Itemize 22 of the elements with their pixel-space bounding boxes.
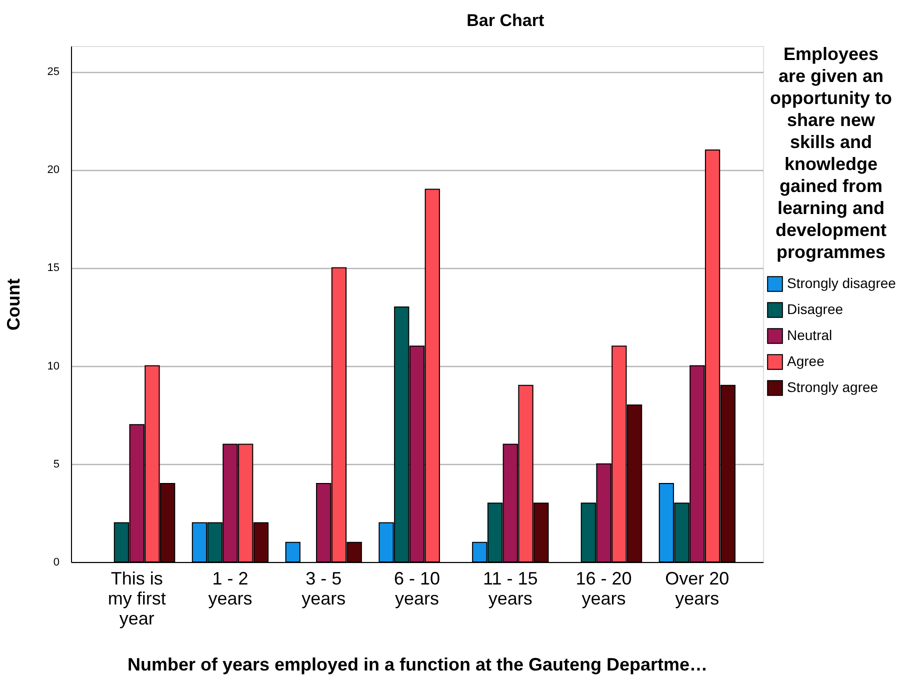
x-tick-label: 11 - 15 years xyxy=(483,568,538,608)
legend-label: Neutral xyxy=(787,327,832,343)
chart-title: Bar Chart xyxy=(466,11,544,30)
x-tick-label: 6 - 10 years xyxy=(394,568,440,608)
y-tick-label: 0 xyxy=(53,556,60,568)
text: Employees are given an opportunity to share new skills and knowledge gained from learning and development programmes xyxy=(770,44,892,262)
x-tick-label: This is my first year xyxy=(108,568,166,628)
y-tick-label: 10 xyxy=(47,360,60,372)
x-tick-label: Over 20 years xyxy=(665,568,730,608)
y-tick-label: 20 xyxy=(47,164,60,176)
y-tick-label: 15 xyxy=(47,262,60,274)
legend-label: Strongly disagree xyxy=(787,275,896,291)
legend-label: Strongly agree xyxy=(787,379,878,395)
legend-label: Disagree xyxy=(787,301,844,317)
x-tick-label: 1 - 2 years xyxy=(208,568,252,608)
y-axis-title: Count xyxy=(3,278,24,330)
x-tick-label: 3 - 5 years xyxy=(302,568,346,608)
x-axis-title: Number of years employed in a function at the Gauteng Departme… xyxy=(127,654,708,674)
legend-label: Agree xyxy=(787,353,825,369)
x-tick-label: 16 - 20 years xyxy=(576,568,632,608)
y-tick-label: 5 xyxy=(53,458,60,470)
y-tick-label: 25 xyxy=(47,66,60,78)
